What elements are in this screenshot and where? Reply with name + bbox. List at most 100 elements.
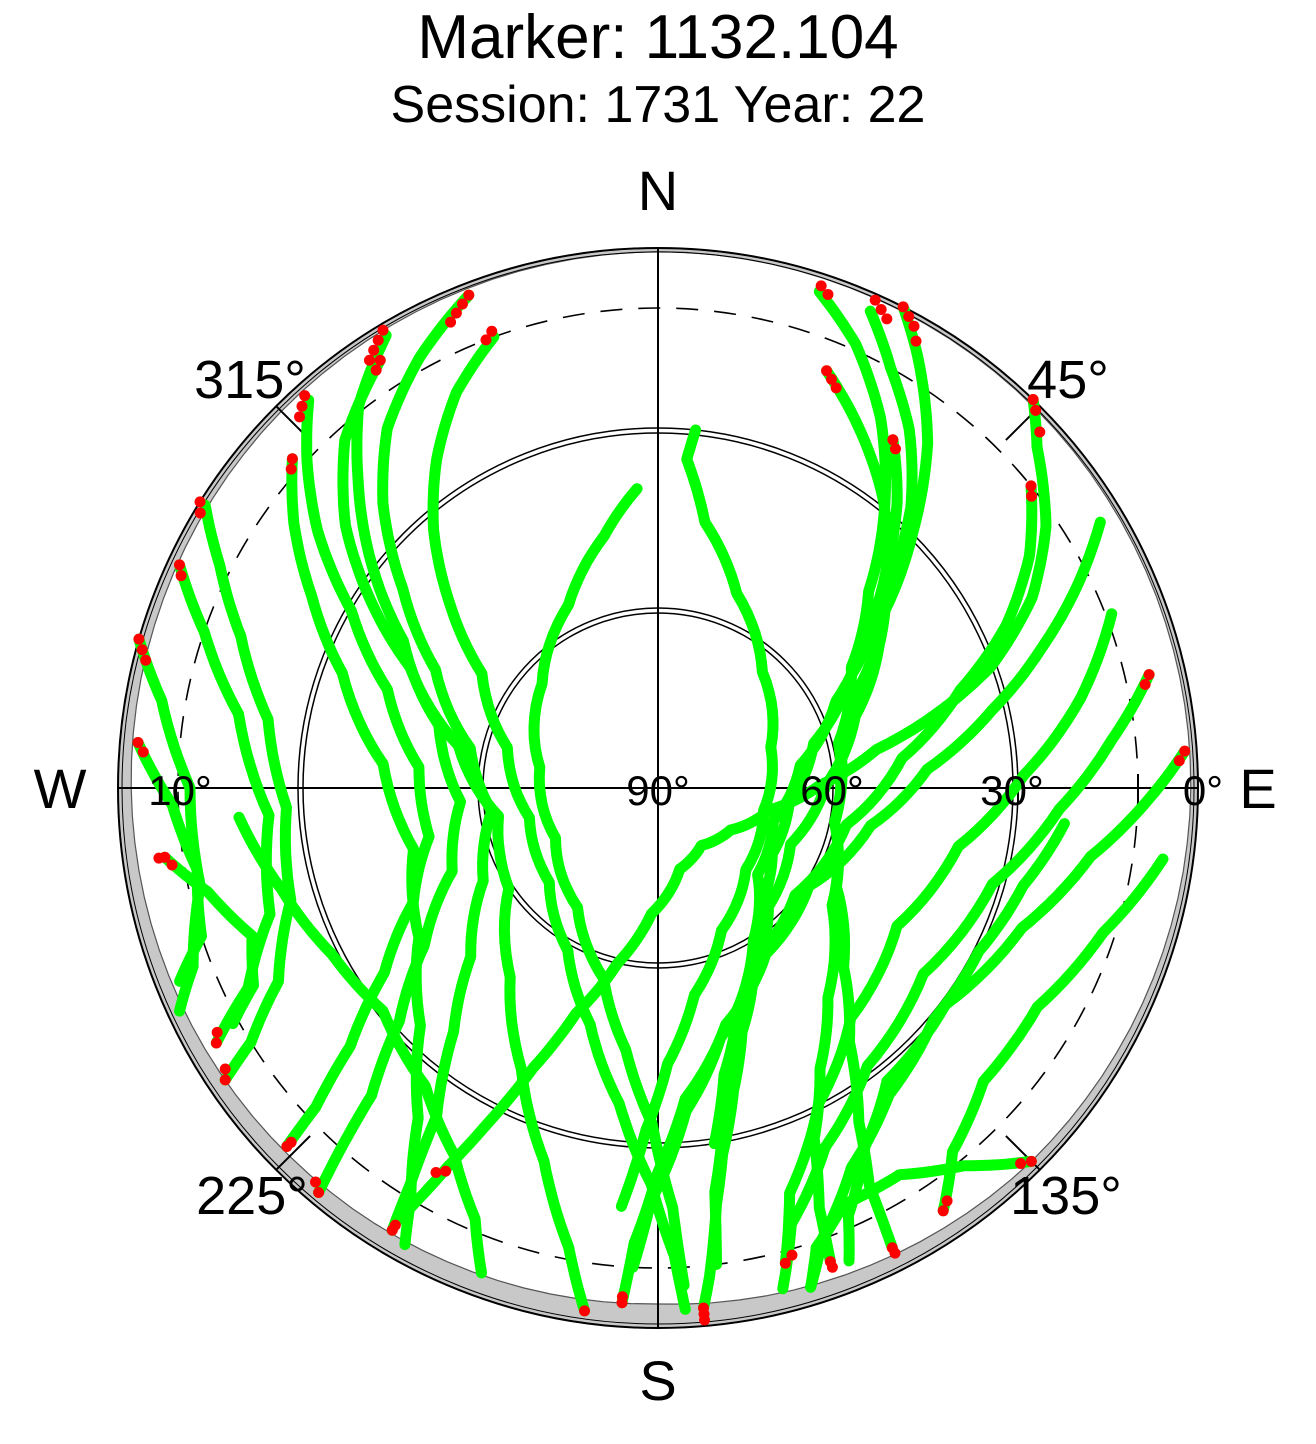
flagged-point-8-1 [194,496,206,508]
flagged-point-21-1 [937,1205,949,1217]
flagged-point-9-3 [210,1037,222,1049]
flagged-point-10-1 [133,633,145,645]
chart-title: Marker: 1132.104 [417,3,899,72]
flagged-point-6-6 [310,1176,322,1188]
satellite-track-13 [337,354,590,1317]
flagged-point-23-2 [480,334,492,346]
satellite-track-11 [132,737,207,987]
flagged-point-2-3 [881,313,893,325]
flagged-point-5-2 [456,298,468,310]
flagged-point-4-2 [903,311,915,323]
flagged-point-7-3 [294,411,306,423]
flagged-point-24-2 [285,463,297,475]
flagged-point-3-1 [815,280,827,292]
chart-subtitle: Session: 1731 Year: 22 [390,76,926,134]
flagged-point-19-1 [1143,669,1155,681]
elevation-label-90: 90° [626,767,690,814]
flagged-point-10-3 [140,654,152,666]
flagged-point-14-1 [821,365,833,377]
satellite-track-7 [281,394,435,1152]
flagged-point-22-2 [1015,1157,1027,1169]
flagged-points [132,280,1191,1326]
cutoff-elevation-label: 10° [148,767,212,814]
flagged-point-9-1 [173,559,185,571]
flagged-point-9-2 [175,570,187,582]
flagged-point-2-2 [875,303,887,315]
flagged-point-12-3 [153,852,165,864]
satellite-track-23 [427,331,691,1315]
satellite-track-17 [627,480,1038,1273]
flagged-point-17-1 [1025,480,1037,492]
flagged-point-9-4 [211,1026,223,1038]
flagged-point-1-4 [440,1165,452,1177]
flagged-point-1-1 [1027,394,1039,406]
cutoff-dashed-circle [177,307,1139,1269]
flagged-point-24-1 [286,453,298,465]
elevation-label-30: 30° [980,767,1044,814]
elevation-label-0: 0° [1183,767,1223,814]
azimuth-label-45: 45° [1027,350,1109,410]
flagged-point-7-2 [296,400,308,412]
flagged-point-5-1 [463,289,475,301]
flagged-point-3-2 [822,288,834,300]
flagged-point-4-4 [910,335,922,347]
satellite-track-24 [286,453,426,1251]
satellite-tracks [132,286,1191,1317]
flagged-point-2-6 [699,1314,711,1326]
satellite-track-14 [709,365,893,1270]
flagged-point-4-3 [908,320,920,332]
flagged-point-13-2 [370,364,382,376]
flagged-point-6-3 [368,344,380,356]
flagged-point-6-4 [363,354,375,366]
flagged-point-1-2 [1030,404,1042,416]
flagged-point-2-1 [869,294,881,306]
flagged-point-15-1 [887,434,899,446]
flagged-point-7-1 [299,390,311,402]
flagged-point-8-4 [219,1063,231,1075]
flagged-point-8-3 [219,1074,231,1086]
flagged-point-6-2 [372,334,384,346]
compass-south-label: S [639,1349,676,1412]
satellite-track-8 [199,499,297,1086]
flagged-point-6-5 [313,1186,325,1198]
azimuth-label-315: 315° [194,350,306,410]
compass-west-label: W [34,757,87,820]
satellite-track-4 [829,301,934,1254]
flagged-point-3-4 [826,1261,838,1273]
satellite-track-19 [777,669,1155,1295]
flagged-point-1-5 [430,1167,442,1179]
flagged-point-5-6 [386,1224,398,1236]
satellite-track-10 [133,633,206,1017]
flagged-point-21-2 [941,1195,953,1207]
satellite-track-27 [233,811,487,1279]
flagged-point-11-2 [137,746,149,758]
flagged-point-19-2 [1139,678,1151,690]
flagged-point-18-2 [1173,755,1185,767]
elevation-label-60: 60° [800,767,864,814]
flagged-point-14-3 [830,382,842,394]
azimuth-label-225: 225° [196,1166,308,1226]
satellite-track-6 [313,329,466,1198]
flagged-point-5-4 [445,316,457,328]
flagged-point-5-3 [450,307,462,319]
compass-north-label: N [638,159,678,222]
flagged-point-18-1 [1179,745,1191,757]
flagged-point-8-2 [194,507,206,519]
flagged-point-23-1 [486,325,498,337]
satellite-track-25 [615,424,779,1212]
flagged-point-12-2 [166,859,178,871]
flagged-point-4-1 [897,301,909,313]
flagged-point-13-1 [374,354,386,366]
satellite-track-20 [779,608,1118,1269]
flagged-point-4-6 [889,1247,901,1259]
flagged-point-7-5 [285,1136,297,1148]
flagged-point-15-2 [889,443,901,455]
flagged-point-22-1 [1025,1155,1037,1167]
flagged-point-6-1 [377,324,389,336]
flagged-point-16-2 [616,1291,628,1303]
satellite-track-26 [528,483,690,1291]
axis-labels: N S E W 10° 45° 135° 225° 315° 90° 60° 30° 0° [34,159,1277,1412]
satellite-track-12 [159,851,259,1030]
satellite-track-28 [805,818,1070,1293]
flagged-point-20-1 [779,1257,791,1269]
